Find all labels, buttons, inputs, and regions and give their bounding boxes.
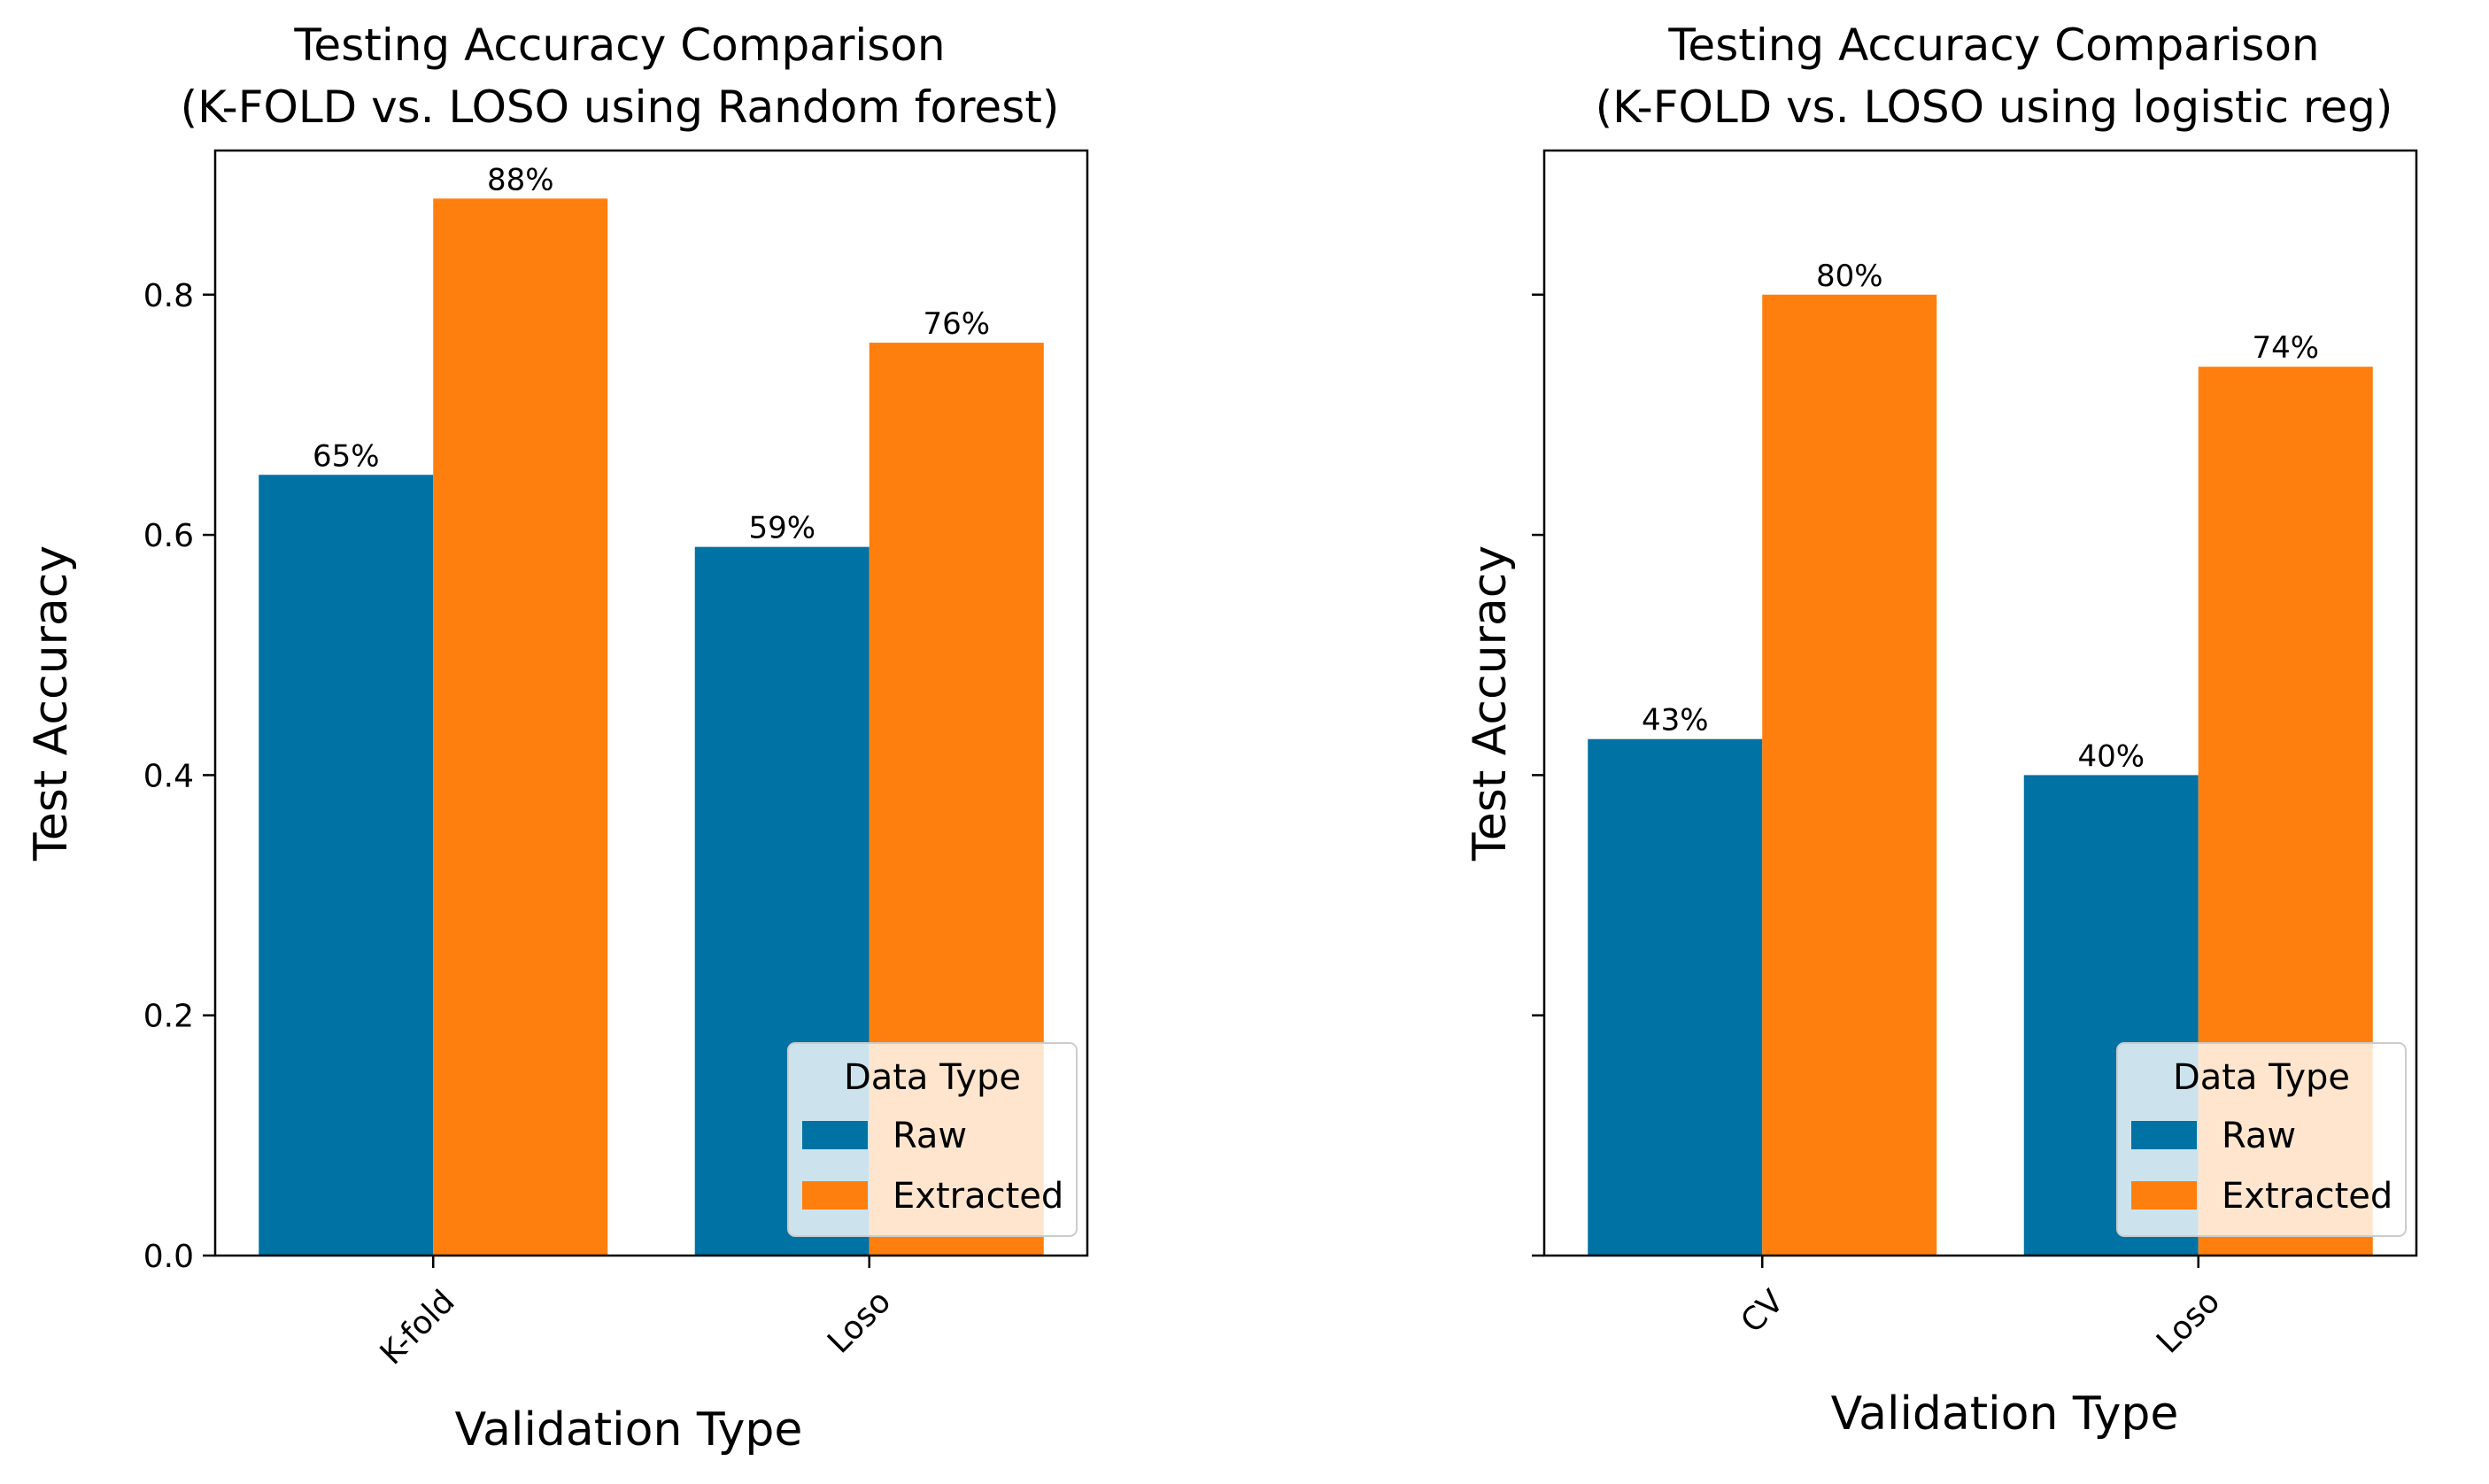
legend-swatch-extracted <box>2131 1181 2197 1210</box>
bar-value-label: 76% <box>923 306 990 342</box>
y-axis-label: Test Accuracy <box>1464 545 1517 862</box>
legend: Data Type Raw Extracted <box>787 1042 1078 1237</box>
legend-label-raw: Raw <box>2222 1116 2296 1156</box>
chart-1: 65% 59% 88% 76% 0.0 0.2 0.4 0.6 0.8 K-fold Loso Tes… <box>25 19 1089 1457</box>
bar-value-label: 80% <box>1816 259 1883 294</box>
x-tick-label: Loso <box>2150 1283 2227 1360</box>
legend-label-extracted: Extracted <box>893 1176 1063 1217</box>
chart-title-line-1: Testing Accuracy Comparison <box>293 19 945 71</box>
x-axis-label: Validation Type <box>455 1403 803 1457</box>
bar-value-label: 65% <box>313 438 380 474</box>
bar-value-label: 88% <box>487 162 554 197</box>
chart-title-line-2: (K-FOLD vs. LOSO using logistic reg) <box>1596 81 2393 133</box>
y-tick-label: 0.6 <box>143 518 194 554</box>
y-axis-label: Test Accuracy <box>25 545 78 862</box>
legend-swatch-raw <box>802 1121 868 1149</box>
plot-frame <box>1542 149 2418 1257</box>
bar-raw-k-fold <box>259 475 434 1256</box>
legend-swatch-extracted <box>802 1181 868 1210</box>
bar-value-label: 43% <box>1642 703 1709 738</box>
legend-swatch-raw <box>2131 1121 2197 1149</box>
bar-value-label: 59% <box>748 511 815 546</box>
legend-title: Data Type <box>2173 1057 2350 1098</box>
y-tick-label: 0.4 <box>143 758 194 794</box>
bar-value-label: 74% <box>2252 330 2319 366</box>
x-axis-label: Validation Type <box>1831 1387 2179 1441</box>
bar-value-label: 40% <box>2077 738 2145 774</box>
x-tick-label: CV <box>1735 1283 1791 1340</box>
bar-extracted-k-fold <box>433 198 608 1256</box>
legend-title: Data Type <box>844 1057 1021 1098</box>
legend-label-raw: Raw <box>893 1116 967 1156</box>
y-tick-label: 0.0 <box>143 1239 194 1275</box>
legend: Data Type Raw Extracted <box>2116 1042 2407 1237</box>
plot-frame <box>213 149 1089 1257</box>
legend-label-extracted: Extracted <box>2222 1176 2392 1217</box>
x-tick-label: Loso <box>821 1283 898 1360</box>
bar-raw-cv <box>1588 738 1763 1256</box>
chart-title-line-1: Testing Accuracy Comparison <box>1667 19 2319 71</box>
bar-extracted-cv <box>1762 294 1937 1256</box>
y-tick-label: 0.8 <box>143 278 194 314</box>
chart-2: 43% 40% 80% 74% CV Loso Testing Accuracy Compa… <box>1464 19 2418 1441</box>
y-tick-label: 0.2 <box>143 999 194 1035</box>
x-tick-label: K-fold <box>374 1283 462 1372</box>
chart-title-line-2: (K-FOLD vs. LOSO using Random forest) <box>181 81 1060 133</box>
